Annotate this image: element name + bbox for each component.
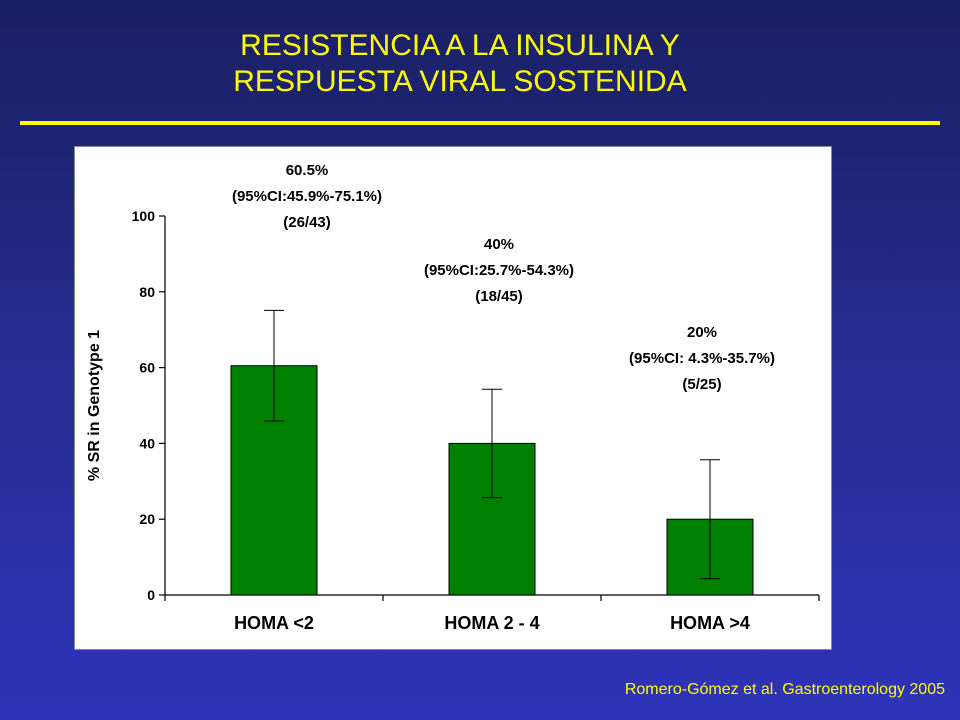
citation: Romero-Gómez et al. Gastroenterology 200…	[624, 681, 945, 698]
data-annotation: (18/45)	[475, 288, 523, 305]
y-tick-label: 60	[139, 360, 155, 376]
data-annotation: (95%CI:45.9%-75.1%)	[232, 188, 382, 205]
data-annotation: 60.5%	[286, 162, 329, 179]
data-annotation: (95%CI: 4.3%-35.7%)	[629, 350, 775, 367]
slide-title-line-2: RESPUESTA VIRAL SOSTENIDA	[233, 65, 687, 98]
x-category-label: HOMA >4	[670, 613, 750, 633]
data-annotation: 20%	[687, 324, 717, 341]
y-tick-label: 40	[139, 435, 155, 451]
data-annotation: (26/43)	[283, 214, 331, 231]
y-tick-label: 80	[139, 284, 155, 300]
y-tick-label: 20	[139, 511, 155, 527]
data-annotation: (5/25)	[682, 376, 721, 393]
title-divider	[20, 121, 940, 125]
x-category-label: HOMA <2	[234, 613, 314, 633]
data-annotation: 40%	[484, 236, 514, 253]
y-axis-title: % SR in Genotype 1	[86, 330, 103, 481]
y-tick-label: 100	[132, 208, 156, 224]
bar-chart: 0 20 40 60 80 100 % SR in Genotype 1 HOMA <2 60.…	[86, 162, 820, 633]
chart-panel: 0 20 40 60 80 100 % SR in Genotype 1 HOMA <2 60.…	[74, 146, 832, 650]
data-annotation: (95%CI:25.7%-54.3%)	[424, 262, 574, 279]
y-tick-label: 0	[147, 587, 155, 603]
slide-title: RESISTENCIA A LA INSULINA Y RESPUESTA VI…	[0, 28, 920, 100]
x-category-label: HOMA 2 - 4	[444, 613, 539, 633]
slide-title-line-1: RESISTENCIA A LA INSULINA Y	[240, 29, 680, 62]
